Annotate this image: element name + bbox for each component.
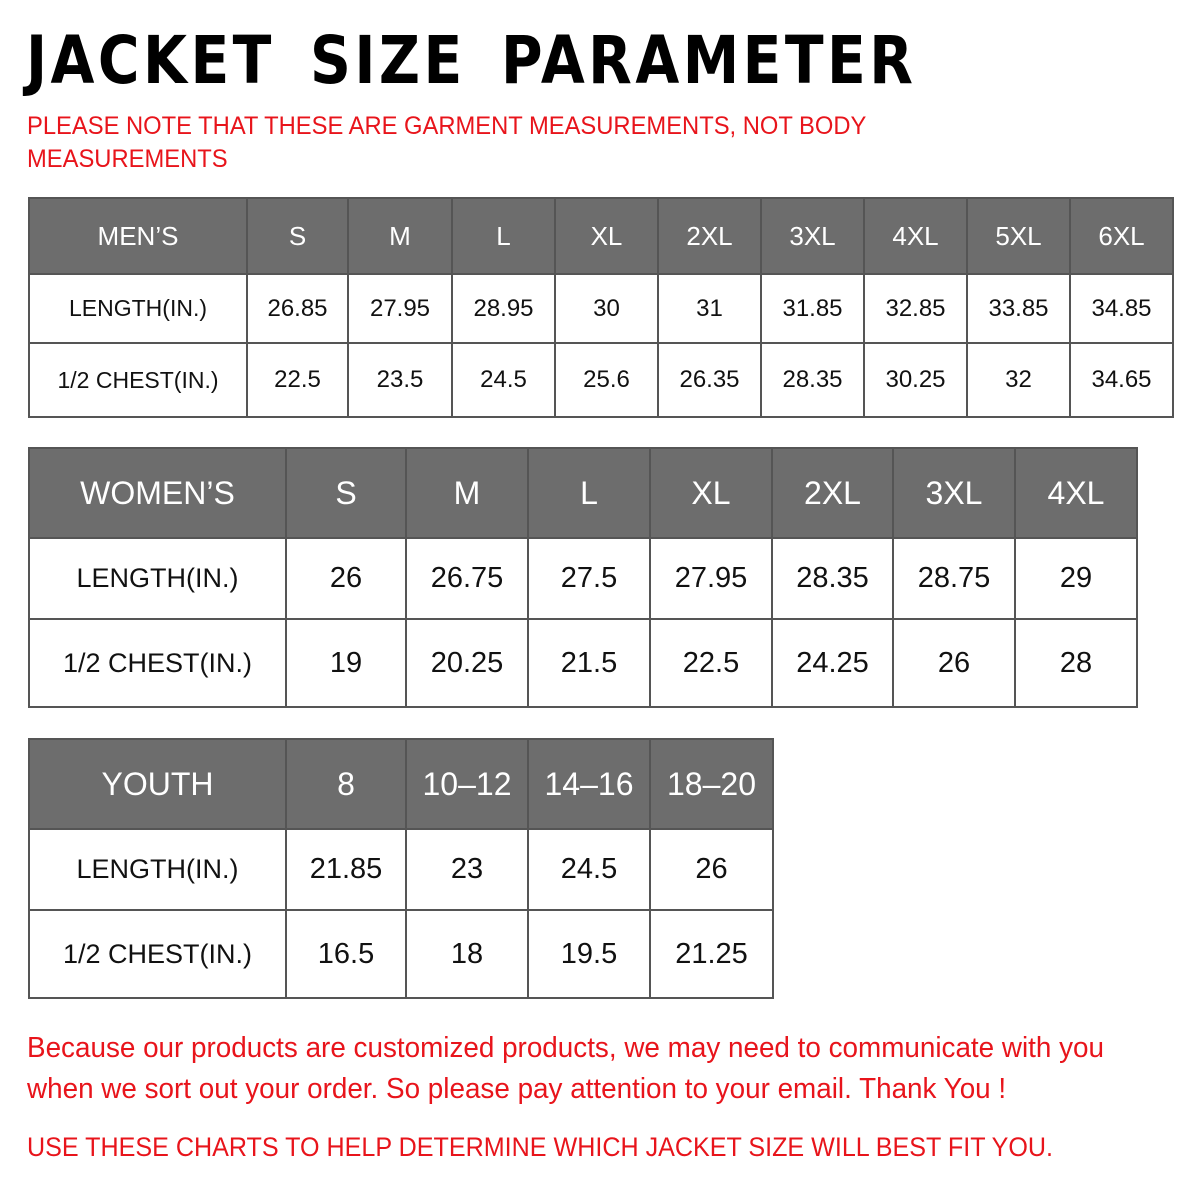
row-label: LENGTH(IN.) xyxy=(28,537,287,620)
table-cell: 28.35 xyxy=(771,537,894,620)
table-cell: 30.25 xyxy=(863,342,968,418)
page-title: JACKET SIZE PARAMETER xyxy=(26,22,917,99)
table-cell: 21.85 xyxy=(285,828,407,911)
row-label: LENGTH(IN.) xyxy=(28,273,248,344)
table-cell: 22.5 xyxy=(649,618,773,708)
table-row: 1/2 CHEST(IN.) 22.5 23.5 24.5 25.6 26.35 28.35… xyxy=(28,342,1174,418)
size-header: 2XL xyxy=(771,447,894,539)
table-cell: 27.95 xyxy=(347,273,453,344)
table-cell: 28 xyxy=(1014,618,1138,708)
size-tip: USE THESE CHARTS TO HELP DETERMINE WHICH… xyxy=(27,1132,1054,1162)
table-cell: 18 xyxy=(405,909,529,999)
youth-size-table: YOUTH 8 10–12 14–16 18–20 LENGTH(IN.) 21.85 23 2… xyxy=(28,738,774,999)
table-cell: 26.35 xyxy=(657,342,762,418)
header-row: YOUTH 8 10–12 14–16 18–20 xyxy=(28,738,774,830)
size-header: 14–16 xyxy=(527,738,651,830)
header-row: WOMEN’S S M L XL 2XL 3XL 4XL xyxy=(28,447,1138,539)
table-cell: 26 xyxy=(649,828,774,911)
table-cell: 31 xyxy=(657,273,762,344)
row-label: LENGTH(IN.) xyxy=(28,828,287,911)
size-header: XL xyxy=(649,447,773,539)
table-category: MEN’S xyxy=(28,197,248,275)
size-header: 4XL xyxy=(863,197,968,275)
table-row: 1/2 CHEST(IN.) 16.5 18 19.5 21.25 xyxy=(28,909,774,999)
table-row: LENGTH(IN.) 21.85 23 24.5 26 xyxy=(28,828,774,911)
table-cell: 32 xyxy=(966,342,1071,418)
size-header: M xyxy=(347,197,453,275)
table-cell: 32.85 xyxy=(863,273,968,344)
size-header: 3XL xyxy=(760,197,865,275)
table-cell: 21.25 xyxy=(649,909,774,999)
table-cell: 27.95 xyxy=(649,537,773,620)
size-header: 10–12 xyxy=(405,738,529,830)
table-row: LENGTH(IN.) 26 26.75 27.5 27.95 28.35 28.75 29 xyxy=(28,537,1138,620)
size-header: L xyxy=(527,447,651,539)
table-cell: 27.5 xyxy=(527,537,651,620)
table-cell: 16.5 xyxy=(285,909,407,999)
table-cell: 26.85 xyxy=(246,273,349,344)
table-cell: 31.85 xyxy=(760,273,865,344)
table-cell: 19.5 xyxy=(527,909,651,999)
table-cell: 28.35 xyxy=(760,342,865,418)
table-cell: 19 xyxy=(285,618,407,708)
table-cell: 30 xyxy=(554,273,659,344)
table-cell: 26 xyxy=(285,537,407,620)
measurement-note: PLEASE NOTE THAT THESE ARE GARMENT MEASU… xyxy=(27,112,866,173)
table-cell: 23.5 xyxy=(347,342,453,418)
header-row: MEN’S S M L XL 2XL 3XL 4XL 5XL 6XL xyxy=(28,197,1174,275)
row-label: 1/2 CHEST(IN.) xyxy=(28,342,248,418)
table-cell: 34.85 xyxy=(1069,273,1174,344)
size-header: 8 xyxy=(285,738,407,830)
table-row: LENGTH(IN.) 26.85 27.95 28.95 30 31 31.85 32.85… xyxy=(28,273,1174,344)
table-cell: 29 xyxy=(1014,537,1138,620)
table-cell: 33.85 xyxy=(966,273,1071,344)
size-header: M xyxy=(405,447,529,539)
womens-size-table: WOMEN’S S M L XL 2XL 3XL 4XL LENGTH(IN.) 26 26.75 2… xyxy=(28,447,1138,708)
size-header: 6XL xyxy=(1069,197,1174,275)
size-header: 2XL xyxy=(657,197,762,275)
table-category: WOMEN’S xyxy=(28,447,287,539)
mens-size-table: MEN’S S M L XL 2XL 3XL 4XL 5XL 6XL LENGTH(IN.) 26.8… xyxy=(28,197,1174,418)
table-cell: 23 xyxy=(405,828,529,911)
table-cell: 24.25 xyxy=(771,618,894,708)
table-cell: 25.6 xyxy=(554,342,659,418)
row-label: 1/2 CHEST(IN.) xyxy=(28,909,287,999)
table-cell: 26 xyxy=(892,618,1016,708)
size-header: XL xyxy=(554,197,659,275)
size-header: 4XL xyxy=(1014,447,1138,539)
table-cell: 24.5 xyxy=(527,828,651,911)
table-cell: 34.65 xyxy=(1069,342,1174,418)
table-row: 1/2 CHEST(IN.) 19 20.25 21.5 22.5 24.25 26 28 xyxy=(28,618,1138,708)
table-cell: 26.75 xyxy=(405,537,529,620)
size-header: L xyxy=(451,197,556,275)
table-cell: 24.5 xyxy=(451,342,556,418)
customization-message: Because our products are customized prod… xyxy=(27,1032,1105,1105)
table-cell: 28.95 xyxy=(451,273,556,344)
table-cell: 20.25 xyxy=(405,618,529,708)
size-header: 5XL xyxy=(966,197,1071,275)
size-header: 3XL xyxy=(892,447,1016,539)
size-header: S xyxy=(285,447,407,539)
size-header: S xyxy=(246,197,349,275)
table-cell: 28.75 xyxy=(892,537,1016,620)
table-category: YOUTH xyxy=(28,738,287,830)
table-cell: 21.5 xyxy=(527,618,651,708)
size-header: 18–20 xyxy=(649,738,774,830)
table-cell: 22.5 xyxy=(246,342,349,418)
row-label: 1/2 CHEST(IN.) xyxy=(28,618,287,708)
